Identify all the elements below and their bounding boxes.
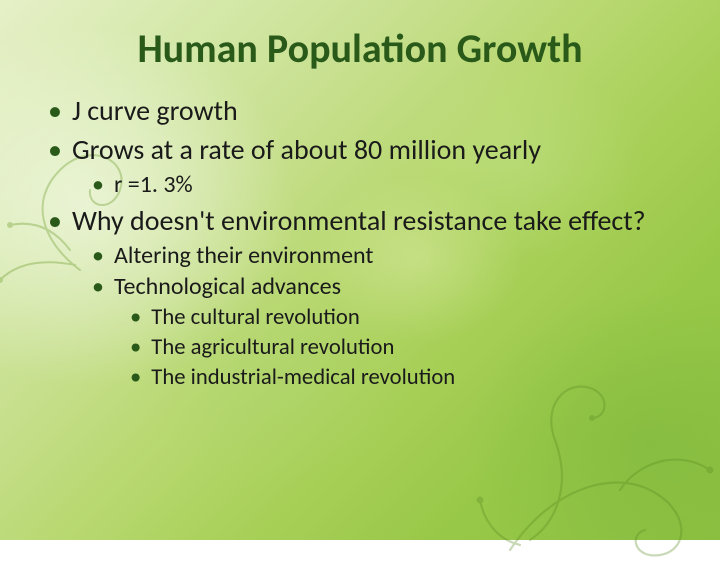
- bullet-text: J curve growth: [72, 93, 238, 130]
- list-item-row: • J curve growth: [48, 93, 672, 130]
- list-item-row: • The industrial-medical revolution: [130, 363, 672, 393]
- slide-content: Human Population Growth •J curve growth•…: [0, 0, 720, 393]
- list-item: • The cultural revolution: [130, 303, 672, 333]
- bullet-icon: •: [48, 207, 62, 235]
- list-item: • Technological advances • The cultural rev…: [92, 271, 672, 392]
- bullet-icon: •: [130, 366, 141, 389]
- bullet-list: • J curve growth • Grows at a rate of about…: [48, 93, 672, 393]
- list-item-row: • Technological advances: [92, 271, 672, 303]
- sub-list: • Altering their environment • Technologica…: [92, 240, 672, 393]
- bullet-icon: •: [92, 275, 104, 299]
- list-item-row: • Grows at a rate of about 80 million yea…: [48, 132, 672, 169]
- sub-list: • The cultural revolution • The agricultura…: [130, 303, 672, 393]
- list-item: • Altering their environment: [92, 240, 672, 272]
- bullet-icon: •: [92, 244, 104, 268]
- list-item: • Grows at a rate of about 80 million yea…: [48, 132, 672, 201]
- list-item: • r =1. 3%: [92, 169, 672, 201]
- bullet-text: r =1. 3%: [114, 169, 193, 201]
- list-item-row: • Altering their environment: [92, 240, 672, 272]
- sub-list: • r =1. 3%: [92, 169, 672, 201]
- bullet-text: The agricultural revolution: [151, 333, 394, 363]
- list-item: • The industrial-medical revolution: [130, 363, 672, 393]
- bullet-text: Altering their environment: [114, 240, 374, 272]
- bullet-icon: •: [48, 97, 62, 125]
- list-item: • Why doesn't environmental resistance ta…: [48, 203, 672, 393]
- bullet-icon: •: [48, 136, 62, 164]
- slide: Human Population Growth •J curve growth•…: [0, 0, 720, 540]
- bullet-icon: •: [130, 306, 141, 329]
- list-item-row: • The cultural revolution: [130, 303, 672, 333]
- list-item-row: • Why doesn't environmental resistance ta…: [48, 203, 672, 240]
- bullet-text: The cultural revolution: [151, 303, 359, 333]
- bullet-text: The industrial-medical revolution: [151, 363, 455, 393]
- bullet-text: Grows at a rate of about 80 million year…: [72, 132, 541, 169]
- list-item-row: • The agricultural revolution: [130, 333, 672, 363]
- slide-title: Human Population Growth: [48, 24, 672, 73]
- bullet-icon: •: [92, 173, 104, 197]
- list-item-row: • r =1. 3%: [92, 169, 672, 201]
- bullet-text: Technological advances: [114, 271, 341, 303]
- list-item: • J curve growth: [48, 93, 672, 130]
- bullet-icon: •: [130, 336, 141, 359]
- bullet-text: Why doesn't environmental resistance tak…: [72, 203, 646, 240]
- list-item: • The agricultural revolution: [130, 333, 672, 363]
